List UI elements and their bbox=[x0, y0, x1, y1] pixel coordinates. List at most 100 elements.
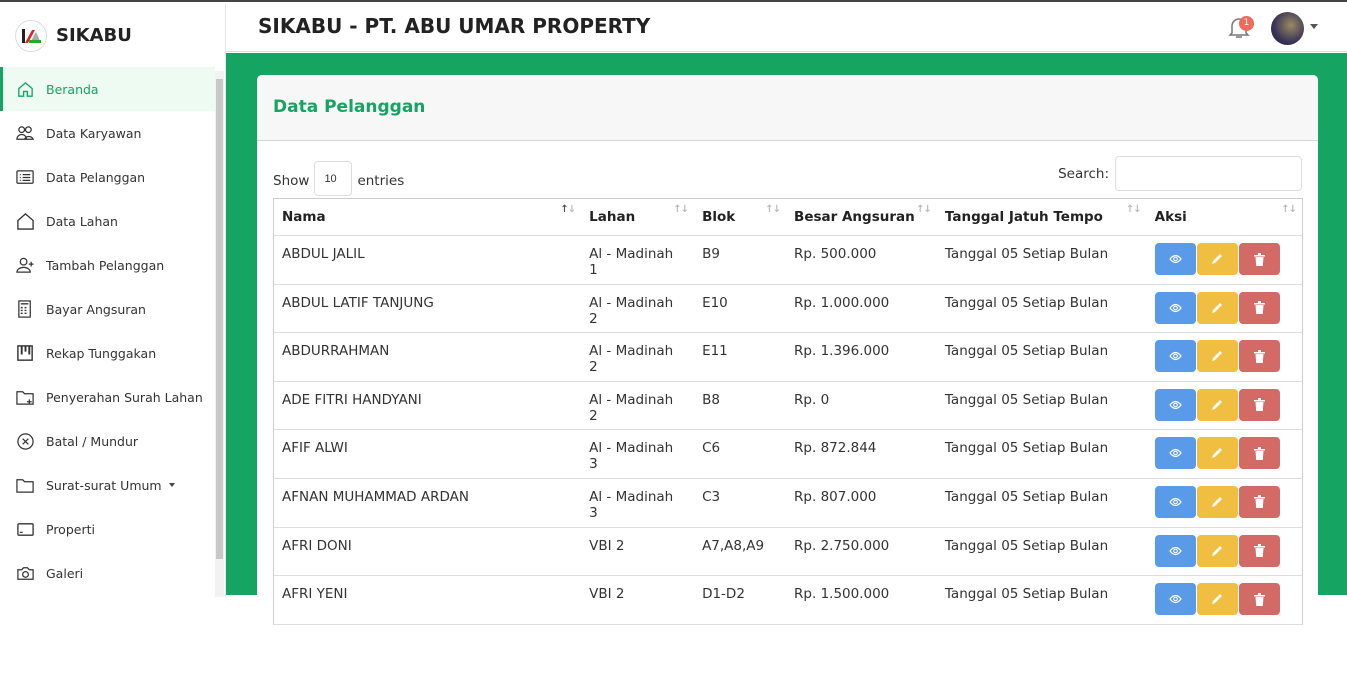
edit-button[interactable] bbox=[1196, 243, 1238, 275]
sidebar-item-label: Batal / Mundur bbox=[46, 433, 139, 449]
delete-button[interactable] bbox=[1238, 437, 1280, 470]
edit-button[interactable] bbox=[1196, 583, 1238, 616]
view-button[interactable] bbox=[1154, 291, 1196, 324]
sidebar-item-galeri[interactable]: Galeri bbox=[0, 551, 215, 595]
edit-button[interactable] bbox=[1196, 437, 1238, 470]
pencil-icon bbox=[1212, 302, 1223, 313]
cell-jatuh-tempo: Tanggal 05 Setiap Bulan bbox=[936, 381, 1147, 431]
cell-angsuran: Rp. 1.000.000 bbox=[786, 284, 937, 334]
brand-name: SIKABU bbox=[56, 25, 132, 46]
edit-button[interactable] bbox=[1196, 534, 1238, 567]
column-header[interactable]: Besar Angsuran ↑↓ bbox=[786, 198, 937, 236]
cell-angsuran: Rp. 1.396.000 bbox=[786, 332, 937, 382]
brand-logo bbox=[15, 19, 47, 52]
cell-angsuran: Rp. 500.000 bbox=[786, 235, 937, 285]
sidebar-item-label: Data Pelanggan bbox=[46, 169, 146, 185]
sidebar-item-bayar-angsuran[interactable]: Bayar Angsuran bbox=[0, 287, 215, 331]
view-button[interactable] bbox=[1154, 388, 1196, 421]
delete-button[interactable] bbox=[1238, 485, 1280, 518]
view-button[interactable] bbox=[1154, 437, 1196, 470]
calculator-icon bbox=[18, 299, 31, 318]
cell-nama: ABDUL JALIL bbox=[273, 235, 582, 285]
cell-aksi bbox=[1146, 429, 1303, 479]
scrollbar-thumb[interactable] bbox=[216, 79, 223, 559]
delete-button[interactable] bbox=[1238, 340, 1280, 373]
columns-icon bbox=[17, 344, 33, 361]
folder-icon bbox=[16, 478, 34, 493]
view-button[interactable] bbox=[1154, 583, 1196, 616]
sort-icon: ↑↓ bbox=[916, 204, 932, 215]
edit-button[interactable] bbox=[1196, 485, 1238, 518]
entries-select[interactable] bbox=[314, 161, 353, 196]
column-header[interactable]: Blok ↑↓ bbox=[694, 198, 787, 236]
camera-icon bbox=[17, 566, 34, 580]
sidebar-item-data-pelanggan[interactable]: Data Pelanggan bbox=[0, 155, 215, 199]
view-button[interactable] bbox=[1154, 534, 1196, 567]
delete-button[interactable] bbox=[1238, 243, 1280, 275]
cell-jatuh-tempo: Tanggal 05 Setiap Bulan bbox=[936, 235, 1147, 285]
cell-jatuh-tempo: Tanggal 05 Setiap Bulan bbox=[936, 284, 1147, 334]
home-icon bbox=[18, 81, 33, 97]
edit-button[interactable] bbox=[1196, 388, 1238, 421]
caret-down-icon[interactable] bbox=[1310, 24, 1318, 29]
cell-angsuran: Rp. 807.000 bbox=[786, 478, 937, 528]
edit-button[interactable] bbox=[1196, 291, 1238, 324]
sidebar-item-label: Properti bbox=[46, 521, 95, 537]
cell-blok: C6 bbox=[694, 429, 787, 479]
sidebar-item-tambah-pelanggan[interactable]: Tambah Pelanggan bbox=[0, 243, 215, 287]
trash-icon bbox=[1253, 544, 1265, 558]
edit-button[interactable] bbox=[1196, 340, 1238, 373]
sort-icon: ↑↓ bbox=[765, 204, 781, 215]
trash-icon bbox=[1253, 252, 1265, 266]
sidebar-nav: Beranda Data Karyawan Data Pelanggan Data L… bbox=[0, 67, 215, 595]
avatar[interactable] bbox=[1271, 12, 1304, 45]
column-header[interactable]: Aksi ↑↓ bbox=[1146, 198, 1303, 236]
sidebar-item-penyerahan-surah-lahan[interactable]: Penyerahan Surah Lahan bbox=[0, 375, 215, 419]
table-row: ABDUL JALIL Al - Madinah 1 B9 Rp. 500.000 Ta… bbox=[273, 235, 1303, 285]
cell-lahan: Al - Madinah 2 bbox=[581, 284, 695, 334]
cell-aksi bbox=[1146, 332, 1303, 382]
sort-icon: ↑↓ bbox=[1125, 204, 1142, 215]
view-button[interactable] bbox=[1154, 485, 1196, 518]
sidebar-item-properti[interactable]: Properti bbox=[0, 507, 215, 551]
cell-aksi bbox=[1146, 284, 1303, 334]
sidebar-scrollbar[interactable] bbox=[215, 71, 224, 597]
cell-angsuran: Rp. 1.500.000 bbox=[786, 575, 937, 625]
delete-button[interactable] bbox=[1238, 291, 1280, 324]
cell-angsuran: Rp. 0 bbox=[786, 381, 937, 431]
pencil-icon bbox=[1212, 448, 1223, 459]
delete-button[interactable] bbox=[1238, 534, 1280, 567]
cell-blok: C3 bbox=[694, 478, 787, 528]
cell-jatuh-tempo: Tanggal 05 Setiap Bulan bbox=[936, 527, 1147, 577]
sidebar-item-data-karyawan[interactable]: Data Karyawan bbox=[0, 111, 215, 155]
cell-angsuran: Rp. 2.750.000 bbox=[786, 527, 937, 577]
table-row: AFIF ALWI Al - Madinah 3 C6 Rp. 872.844 Tang… bbox=[273, 429, 1303, 479]
sidebar-item-beranda[interactable]: Beranda bbox=[0, 67, 215, 111]
delete-button[interactable] bbox=[1238, 583, 1280, 616]
column-header[interactable]: Lahan ↑↓ bbox=[581, 198, 695, 236]
cell-nama: AFNAN MUHAMMAD ARDAN bbox=[273, 478, 582, 528]
users-icon bbox=[16, 125, 35, 140]
cell-nama: AFRI DONI bbox=[273, 527, 582, 577]
column-label: Lahan bbox=[589, 209, 636, 225]
table-row: AFRI DONI VBI 2 A7,A8,A9 Rp. 2.750.000 Tangg… bbox=[273, 527, 1303, 577]
pencil-icon bbox=[1212, 496, 1223, 507]
pencil-icon bbox=[1212, 545, 1223, 556]
column-header[interactable]: Nama ↑↓ bbox=[273, 198, 582, 236]
view-button[interactable] bbox=[1154, 340, 1196, 373]
sidebar-item-surat-surat-umum[interactable]: Surat-surat Umum bbox=[0, 463, 215, 507]
sidebar-item-rekap-tunggakan[interactable]: Rekap Tunggakan bbox=[0, 331, 215, 375]
sidebar-item-batal-mundur[interactable]: Batal / Mundur bbox=[0, 419, 215, 463]
column-header[interactable]: Tanggal Jatuh Tempo ↑↓ bbox=[936, 198, 1147, 236]
view-button[interactable] bbox=[1154, 243, 1196, 275]
delete-button[interactable] bbox=[1238, 388, 1280, 421]
column-label: Aksi bbox=[1154, 209, 1187, 225]
cell-lahan: VBI 2 bbox=[581, 575, 695, 625]
sidebar-item-data-lahan[interactable]: Data Lahan bbox=[0, 199, 215, 243]
brand[interactable]: SIKABU bbox=[0, 4, 225, 67]
main-content: Data Pelanggan Show entries Search: Nama… bbox=[226, 53, 1347, 675]
column-label: Besar Angsuran bbox=[794, 209, 915, 225]
search-input[interactable] bbox=[1115, 156, 1302, 191]
page-title: SIKABU - PT. ABU UMAR PROPERTY bbox=[258, 14, 651, 38]
sidebar-item-label: Bayar Angsuran bbox=[46, 301, 146, 317]
